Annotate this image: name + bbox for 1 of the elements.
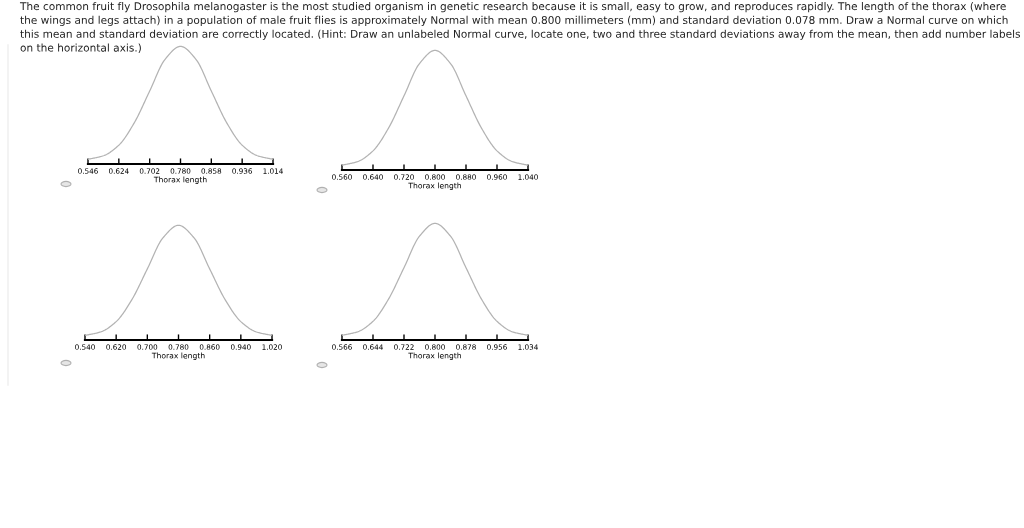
text: The common fruit fly Drosophila melanogaster is the most studied organism in genetic research because it is small, easy to grow, and reproduces rapidly. The length of the thorax (where the wings and legs attach) in a population of male fruit flies is approximately Normal with mean 0.800 millimeters (mm) and standard deviation 0.078 mm. Draw a Normal curve on which this mean and standard deviation are correctly located. (Hint: Draw an unlabeled Normal curve, locate one, two and three standard deviations away from the mean, then add number labels on the horizontal axis.) <box>19 2 1021 53</box>
